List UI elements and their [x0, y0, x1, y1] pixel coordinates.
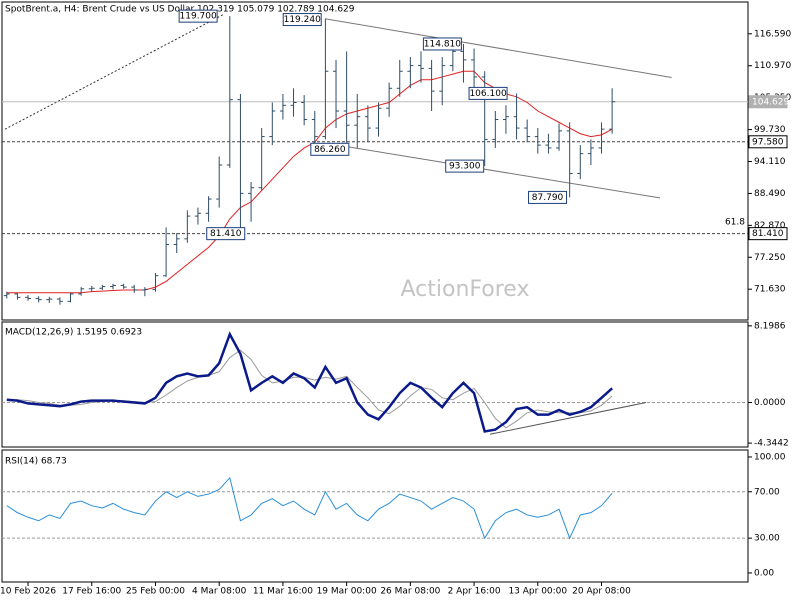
panel-title: MACD(12,26,9) 1.5195 0.6923 — [5, 328, 142, 338]
y-tick-label: 77.250 — [754, 253, 786, 263]
x-tick-label: 2 Apr 16:00 — [448, 587, 501, 597]
y-tick-label: 0.00 — [754, 568, 774, 578]
moving-average — [6, 70, 613, 294]
price-label-box — [178, 9, 218, 23]
x-tick-label: 20 Apr 08:00 — [572, 587, 631, 597]
level-label: 97.580 — [752, 137, 784, 147]
x-tick-label: 19 Mar 00:00 — [317, 587, 377, 597]
level-label-box — [748, 135, 788, 149]
trendline — [324, 18, 672, 78]
x-tick-label: 11 Mar 16:00 — [253, 587, 313, 597]
signal-line — [6, 349, 613, 429]
price-label-box — [282, 13, 322, 27]
price-label-box — [468, 86, 508, 100]
level-label: 104.629 — [752, 97, 789, 107]
x-tick-label: 13 Apr 00:00 — [508, 587, 567, 597]
price-label: 114.810 — [424, 39, 461, 49]
price-label: 86.260 — [314, 145, 346, 155]
level-label-box — [748, 95, 788, 109]
price-label: 106.100 — [469, 89, 506, 99]
y-tick-label: 82.870 — [754, 221, 786, 231]
y-tick-label: 8.1986 — [754, 321, 786, 331]
rsi-line — [6, 476, 613, 540]
level-label: 81.410 — [752, 229, 784, 239]
panel-title: RSI(14) 68.73 — [5, 457, 67, 467]
y-tick-label: 71.630 — [754, 285, 786, 295]
price-label: 119.240 — [284, 15, 321, 25]
y-tick-label: 70.00 — [754, 487, 780, 497]
y-tick-label: 88.490 — [754, 189, 786, 199]
price-label: 81.410 — [210, 229, 242, 239]
price-label-box — [422, 37, 462, 51]
price-label: 93.300 — [449, 162, 481, 172]
y-tick-label: 30.00 — [754, 534, 780, 544]
price-label-box — [310, 142, 350, 156]
level-label-box — [748, 227, 788, 241]
rsi-panel — [1, 449, 749, 583]
macd-panel — [1, 321, 749, 448]
trendline — [4, 13, 225, 130]
x-tick-label: 17 Feb 16:00 — [62, 587, 121, 597]
price-panel — [1, 1, 749, 321]
y-tick-label: 99.730 — [754, 125, 786, 135]
x-tick-label: 4 Mar 08:00 — [192, 587, 247, 597]
fib-label: 61.8 — [725, 217, 745, 227]
y-tick-label: -4.3442 — [754, 439, 789, 449]
trendline — [344, 145, 661, 199]
y-tick-label: 94.110 — [754, 157, 786, 167]
y-tick-label: 100.00 — [754, 452, 786, 462]
price-label: 119.700 — [180, 12, 217, 22]
x-tick-label: 10 Feb 2026 — [0, 587, 56, 597]
x-tick-label: 25 Feb 00:00 — [126, 587, 185, 597]
y-tick-label: 110.970 — [754, 61, 791, 71]
y-tick-label: 116.590 — [754, 29, 791, 39]
watermark: ActionForex — [401, 277, 530, 302]
trendline — [489, 402, 647, 435]
price-label-box — [445, 159, 485, 173]
price-label-box — [528, 190, 568, 204]
chart-title: SpotBrent.a, H4: Brent Crude vs US Dolla… — [5, 5, 355, 15]
y-tick-label: 0.0000 — [754, 398, 786, 408]
x-tick-label: 26 Mar 08:00 — [380, 587, 440, 597]
price-label-box — [206, 227, 246, 241]
macd-line — [6, 331, 613, 433]
price-label: 87.790 — [532, 193, 564, 203]
